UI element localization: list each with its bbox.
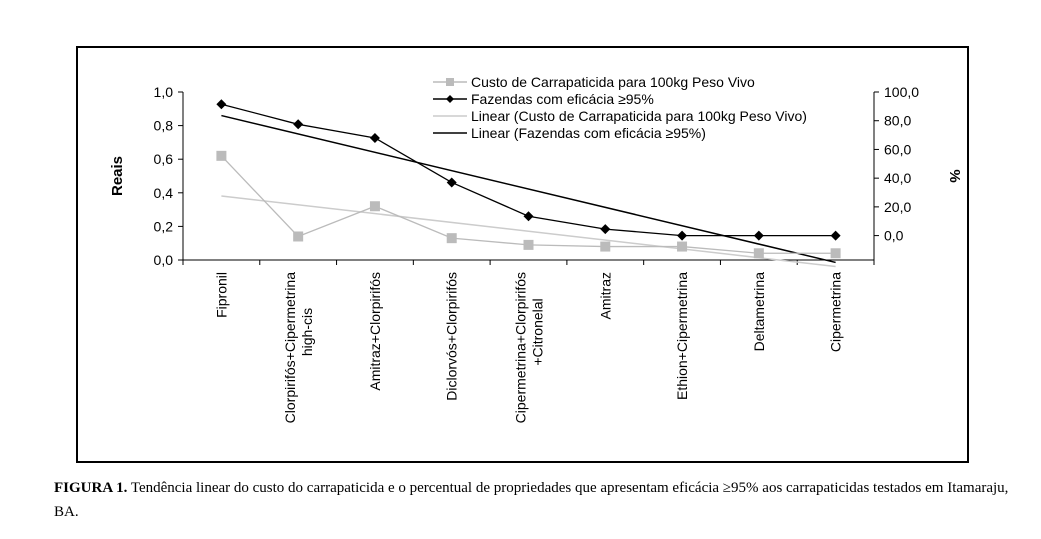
legend-cost-marker [446,78,454,86]
x-category-label: Amitraz+Clorpirifós [367,272,383,391]
x-category-label-line: Deltametrina [751,272,767,352]
data-point-farms [216,99,227,110]
x-category-label-line: Ethion+Cipermetrina [674,272,690,400]
x-category-label-line: Fipronil [213,272,229,318]
x-category-label: Deltametrina [751,272,767,352]
data-point-cost [753,248,764,259]
y-tick-label-right: 20,0 [884,199,911,215]
x-category-label: Amitraz [597,272,613,319]
data-point-farms [830,230,841,241]
y-tick-label-right: 80,0 [884,113,911,129]
y-tick-label-left: 0,8 [154,118,174,134]
caption-text: Tendência linear do custo do carrapatici… [54,480,1009,520]
figure-caption: FIGURA 1. Tendência linear do custo do c… [54,476,1034,524]
legend-farms-label: Fazendas com eficácia ≥95% [471,91,654,107]
data-point-cost [446,233,457,244]
series-line-cost [220,155,836,254]
chart: 0,0 0,2 0,4 0,6 0,8 1,0 0,0 20,0 40,0 60,0 80,0 100… [109,74,963,424]
x-category-label-line: Cipermetrina+Clorpirifós [513,272,529,423]
legend-trend-farms-label: Linear (Fazendas com eficácia ≥95%) [471,125,706,141]
x-category-label-line: Clorpirifós+Cipermetrina [282,272,298,424]
data-point-cost [369,201,380,212]
x-category-label: Cipermetrina+Clorpirifós+Citronelal [513,272,546,423]
data-point-cost [830,248,841,259]
y-tick-label-right: 60,0 [884,141,911,157]
y-tick-label-right: 40,0 [884,170,911,186]
data-point-farms [446,177,457,188]
x-category-label: Diclorvós+Clorpirifós [444,272,460,401]
y-tick-label-left: 0,0 [154,252,174,268]
data-point-cost [216,150,227,161]
legend-cost-label: Custo de Carrapaticida para 100kg Peso V… [471,74,755,90]
chart-frame: 0,0 0,2 0,4 0,6 0,8 1,0 0,0 20,0 40,0 60,0 80,0 100… [76,46,969,463]
data-point-cost [600,241,611,252]
legend-trend-cost-label: Linear (Custo de Carrapaticida para 100k… [471,108,807,124]
y-tick-label-left: 0,2 [154,218,174,234]
x-category-label-line: Diclorvós+Clorpirifós [444,272,460,401]
data-point-farms [523,211,534,222]
x-category-label-line: high-cis [299,308,315,356]
x-category-label: Ethion+Cipermetrina [674,272,690,400]
data-point-farms [369,132,380,143]
y-tick-label-right: 0,0 [884,228,904,244]
data-point-cost [293,231,304,242]
y-axis-title-left: Reais [109,156,126,196]
trendline-cost [221,195,836,268]
y-tick-label-right: 100,0 [884,84,919,100]
x-category-label-line: Amitraz [597,272,613,319]
x-category-label: Cipermetrina [828,272,844,352]
y-tick-label-left: 0,4 [154,185,174,201]
data-point-farms [753,230,764,241]
y-axis-title-right: % [946,169,963,182]
data-point-cost [523,239,534,250]
y-tick-label-left: 1,0 [154,84,174,100]
trendline-farms [221,114,836,264]
data-point-farms [600,224,611,235]
x-category-label-line: Cipermetrina [828,272,844,352]
caption-label: FIGURA 1. [54,480,128,496]
data-point-farms [293,119,304,130]
y-tick-label-left: 0,6 [154,151,174,167]
data-point-farms [677,230,688,241]
legend-farms-marker [446,95,454,103]
x-category-label: Clorpirifós+Cipermetrinahigh-cis [282,272,315,424]
x-category-label-line: +Citronelal [530,298,546,365]
x-category-label: Fipronil [213,272,229,318]
x-category-label-line: Amitraz+Clorpirifós [367,272,383,391]
data-point-cost [677,241,688,252]
